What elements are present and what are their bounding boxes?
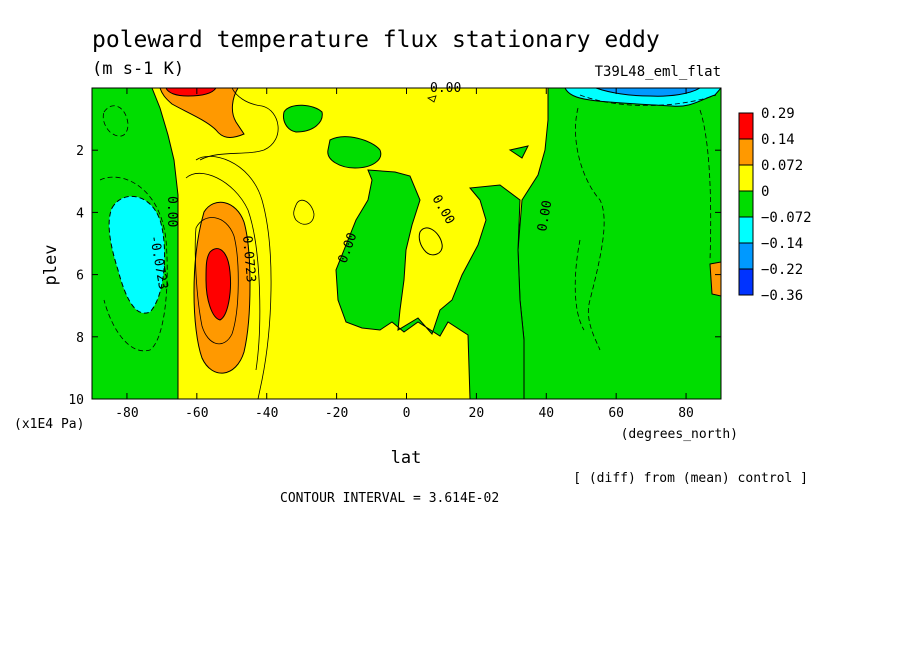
legend-label: −0.22 [761, 262, 803, 278]
y-tick-label: 4 [76, 206, 84, 221]
y-tick-label: 10 [68, 393, 84, 408]
contour-line [293, 199, 315, 225]
y-axis-ticks: 2 4 6 8 10 [68, 144, 721, 408]
field-north-negative-region [517, 88, 721, 399]
field-green-blob-upper-b [327, 136, 382, 169]
legend-label: 0.072 [761, 158, 803, 174]
y-tick-label: 2 [76, 144, 84, 159]
legend-swatch [738, 190, 754, 218]
y-tick-label: 6 [76, 269, 84, 284]
x-tick-label: 0 [403, 406, 411, 421]
contour-interval-note: CONTOUR INTERVAL = 3.614E-02 [280, 491, 499, 506]
contour-line [195, 156, 272, 399]
contour-field [92, 88, 721, 399]
field-red-core-upper [165, 88, 217, 97]
legend-swatch [738, 268, 754, 296]
contour-line [579, 94, 717, 106]
diff-note: [ (diff) from (mean) control ] [573, 471, 808, 486]
field-small-positive-island [418, 227, 443, 256]
contour-line [199, 88, 279, 161]
color-legend: 0.29 0.14 0.072 0 −0.072 −0.14 −0.22 −0.36 [738, 106, 812, 304]
legend-swatch [738, 242, 754, 270]
field-north-dark-blue [595, 88, 701, 97]
y-axis-label: plev [41, 245, 61, 286]
legend-label: 0.29 [761, 106, 795, 122]
contour-label: 0.00 [535, 199, 555, 232]
legend-label: −0.072 [761, 210, 812, 226]
legend-swatch [738, 216, 754, 244]
x-tick-label: 40 [538, 406, 554, 421]
contour-line [574, 239, 585, 331]
x-tick-label: -60 [185, 406, 208, 421]
x-axis-ticks: -80 -60 -40 -20 0 20 40 60 80 [115, 88, 694, 421]
x-axis-units: (degrees_north) [621, 427, 738, 442]
y-axis-units: (x1E4 Pa) [14, 417, 84, 432]
contour-label: 0.0723 [239, 235, 258, 283]
x-tick-label: -80 [115, 406, 138, 421]
field-red-core-lower [205, 248, 231, 321]
contour-line [699, 109, 712, 261]
contour-line [185, 173, 261, 371]
field-south-cyan-core [108, 195, 166, 314]
x-tick-label: -40 [255, 406, 278, 421]
legend-label: −0.14 [761, 236, 803, 252]
y-tick-label: 8 [76, 331, 84, 346]
field-orange-edge [709, 261, 721, 297]
chart-title: poleward temperature flux stationary edd… [92, 27, 660, 53]
legend-label: 0 [761, 184, 769, 200]
legend-swatch [738, 112, 754, 140]
contour-line [102, 105, 129, 137]
run-label: T39L48_eml_flat [595, 64, 721, 80]
field-green-blob-upper-a [283, 104, 323, 133]
field-green-blob-upper-c [508, 145, 529, 159]
legend-swatch [738, 164, 754, 192]
legend-label: 0.14 [761, 132, 795, 148]
legend-label: −0.36 [761, 288, 803, 304]
x-tick-label: 20 [469, 406, 485, 421]
contour-label: 0.00 [164, 196, 179, 227]
chart-units: (m s-1 K) [92, 59, 184, 79]
x-tick-label: 80 [678, 406, 694, 421]
contour-line [427, 95, 437, 103]
field-orange-upper [159, 88, 245, 138]
x-tick-label: -20 [325, 406, 348, 421]
x-axis-label: lat [391, 448, 422, 468]
x-tick-label: 60 [608, 406, 624, 421]
field-central-negative-region [335, 169, 525, 399]
legend-swatch [738, 138, 754, 166]
